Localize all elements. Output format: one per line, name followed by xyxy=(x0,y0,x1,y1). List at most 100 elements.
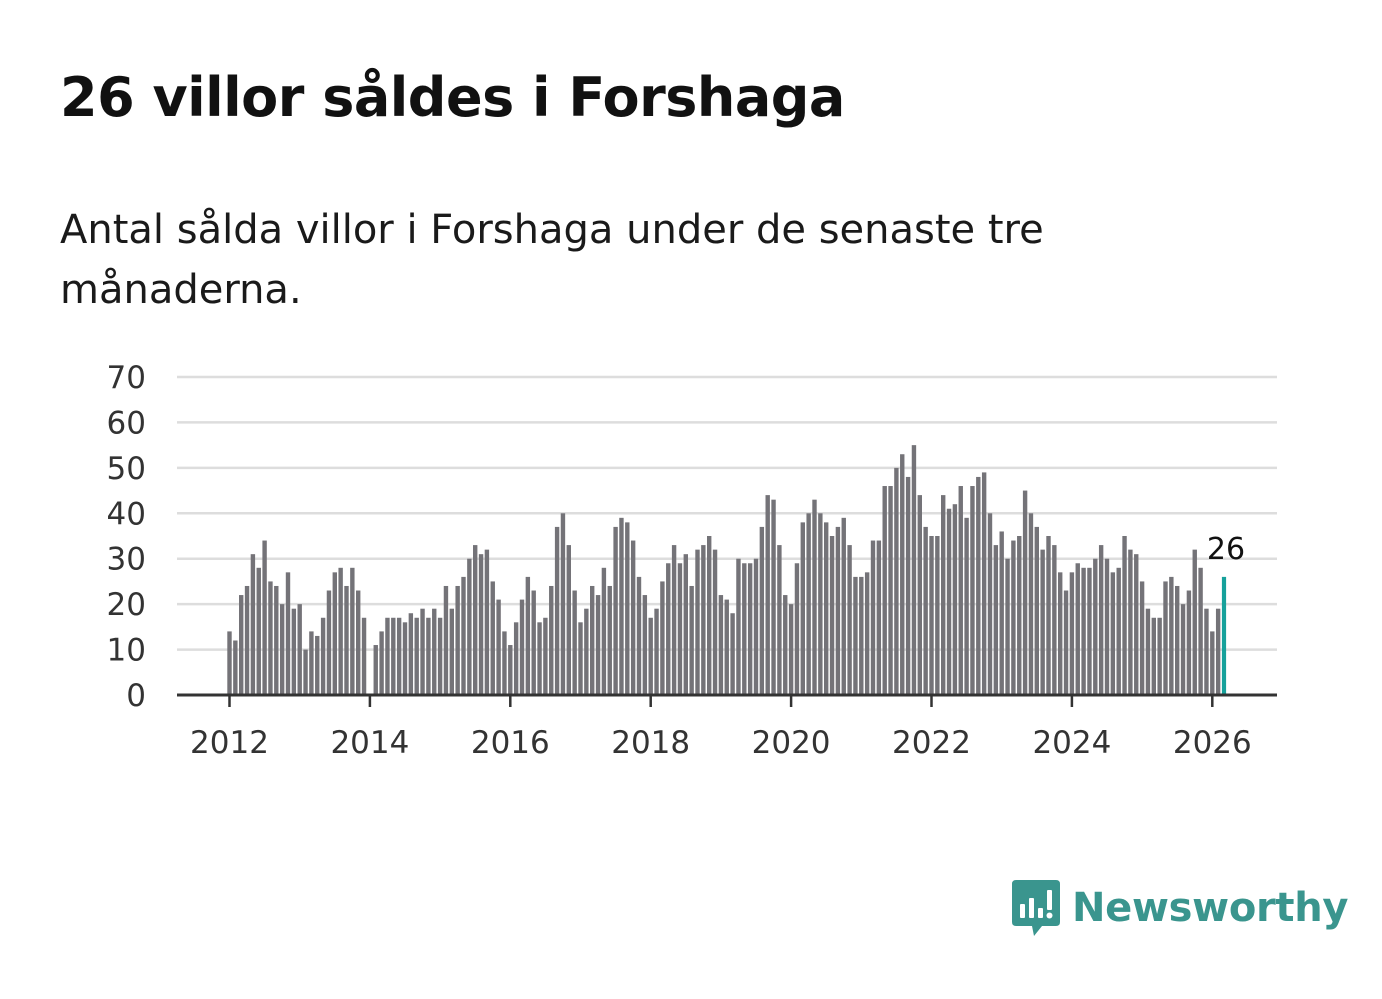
bar xyxy=(660,581,665,695)
bar xyxy=(256,567,261,695)
bar xyxy=(1104,558,1110,695)
bar xyxy=(537,622,542,695)
y-tick-label: 0 xyxy=(126,678,146,714)
bar xyxy=(806,513,811,695)
bar xyxy=(373,645,378,695)
highlight-bar xyxy=(1221,576,1227,695)
bar xyxy=(1215,608,1221,695)
x-tick-label: 2014 xyxy=(330,725,409,761)
bar xyxy=(1087,567,1092,695)
bar xyxy=(1028,513,1034,695)
bar xyxy=(1163,581,1168,695)
bar xyxy=(1011,540,1016,695)
bar xyxy=(578,622,583,695)
bar xyxy=(1017,536,1022,695)
bar xyxy=(695,549,700,695)
bar xyxy=(970,486,975,695)
x-tick-label: 2016 xyxy=(471,725,550,761)
bar xyxy=(666,563,671,695)
bar xyxy=(765,495,770,695)
bar xyxy=(964,517,969,695)
bar xyxy=(443,585,449,695)
bar xyxy=(338,567,343,695)
bar xyxy=(484,549,490,695)
bar xyxy=(870,540,876,695)
bar xyxy=(595,595,601,695)
newsworthy-logo: Newsworthy xyxy=(1010,878,1349,938)
bar xyxy=(414,617,419,695)
bar xyxy=(1210,631,1215,695)
bar xyxy=(508,645,513,695)
bar xyxy=(742,563,747,695)
bar xyxy=(519,599,525,695)
y-tick-label: 70 xyxy=(107,360,146,396)
bar xyxy=(976,476,981,695)
bar xyxy=(391,617,396,695)
x-tick-label: 2026 xyxy=(1173,725,1252,761)
bar xyxy=(473,545,478,695)
bar xyxy=(297,604,302,695)
bar xyxy=(1005,558,1010,695)
bar xyxy=(689,585,694,695)
bar xyxy=(1093,558,1098,695)
bar xyxy=(981,472,987,695)
bar xyxy=(490,581,495,695)
bar xyxy=(818,513,823,695)
bar xyxy=(502,631,507,695)
bar xyxy=(701,545,706,695)
y-tick-label: 10 xyxy=(107,633,146,669)
bar xyxy=(1098,545,1104,695)
bar xyxy=(1128,549,1133,695)
bar xyxy=(1046,536,1051,695)
bar xyxy=(771,499,776,695)
y-tick-label: 40 xyxy=(107,496,146,532)
bar xyxy=(1139,581,1145,695)
bar xyxy=(1175,585,1180,695)
bar xyxy=(1069,572,1075,695)
tick-labels: 0 10 20 30 40 50 60 70 26 2012 2014 2016 2018 2020 202… xyxy=(107,360,1252,761)
brand-name: Newsworthy xyxy=(1072,885,1349,931)
x-axis xyxy=(177,693,1277,707)
y-tick-label: 60 xyxy=(107,405,146,441)
x-tick-label: 2012 xyxy=(190,725,269,761)
bar xyxy=(876,540,882,695)
bar xyxy=(291,608,297,695)
bar xyxy=(584,608,589,695)
bar xyxy=(239,595,244,695)
bar xyxy=(888,486,893,695)
bar xyxy=(788,604,794,695)
bar xyxy=(420,608,425,695)
bar xyxy=(496,599,501,695)
bar xyxy=(525,576,531,695)
bar xyxy=(736,558,741,695)
bar xyxy=(753,558,759,695)
bar xyxy=(625,522,630,695)
y-tick-label: 50 xyxy=(107,451,146,487)
bar xyxy=(531,590,536,695)
bar xyxy=(1110,572,1116,695)
bar xyxy=(461,576,466,695)
bar xyxy=(513,622,519,695)
bar xyxy=(712,549,718,695)
bar xyxy=(1186,590,1192,695)
bar xyxy=(894,467,899,695)
bar xyxy=(824,522,829,695)
bar xyxy=(1081,567,1086,695)
bar xyxy=(601,567,607,695)
bar xyxy=(1022,490,1028,695)
bar xyxy=(1034,526,1039,695)
bar xyxy=(1052,545,1057,695)
bar xyxy=(1058,572,1063,695)
bar xyxy=(332,572,337,695)
bar xyxy=(1157,617,1162,695)
bar xyxy=(671,545,677,695)
bar xyxy=(432,608,437,695)
bar xyxy=(759,526,765,695)
bar xyxy=(262,540,267,695)
bar xyxy=(812,499,817,695)
bar xyxy=(987,513,993,695)
bar xyxy=(683,554,688,695)
bar xyxy=(952,504,958,695)
bar xyxy=(841,517,846,695)
bar xyxy=(244,585,250,695)
